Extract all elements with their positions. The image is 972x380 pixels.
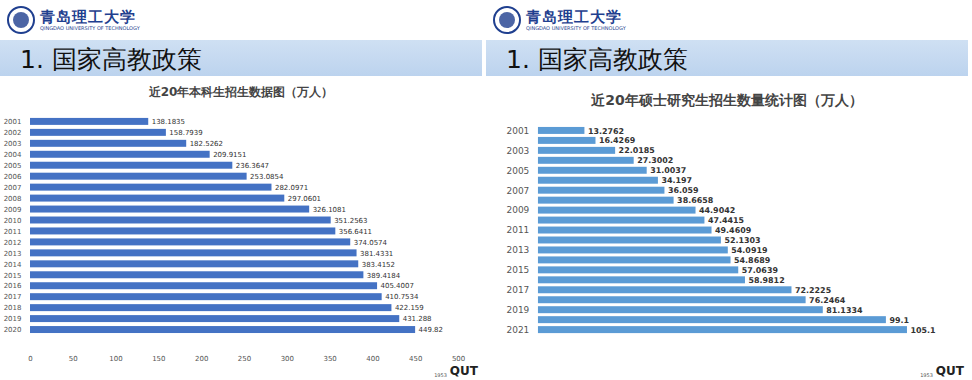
html-text:青岛理工大学: 青岛理工大学 (526, 7, 622, 26)
svg-text:449.82: 449.82 (419, 326, 443, 334)
svg-text:2003: 2003 (4, 140, 22, 148)
svg-text:2013: 2013 (507, 245, 530, 255)
svg-text:36.059: 36.059 (668, 186, 699, 195)
svg-text:54.0919: 54.0919 (731, 246, 768, 255)
svg-text:2008: 2008 (4, 195, 22, 203)
svg-text:2011: 2011 (507, 225, 530, 235)
svg-text:0: 0 (28, 355, 32, 363)
svg-text:2007: 2007 (507, 186, 530, 196)
svg-text:2017: 2017 (4, 293, 22, 301)
svg-text:200: 200 (195, 355, 208, 363)
svg-text:81.1334: 81.1334 (826, 306, 863, 315)
svg-text:450: 450 (409, 355, 422, 363)
svg-text:13.2762: 13.2762 (588, 126, 624, 135)
svg-text:57.0639: 57.0639 (742, 266, 779, 275)
svg-text:405.4007: 405.4007 (381, 282, 414, 290)
svg-text:2002: 2002 (4, 129, 22, 137)
svg-text:300: 300 (281, 355, 294, 363)
svg-text:253.0854: 253.0854 (250, 173, 284, 181)
svg-text:2005: 2005 (4, 162, 22, 170)
svg-text:383.4152: 383.4152 (362, 261, 395, 269)
svg-text:34.197: 34.197 (661, 176, 692, 185)
svg-text:2006: 2006 (4, 173, 22, 181)
svg-text:2021: 2021 (507, 325, 530, 335)
html-text:QINGDAO UNIVERSITY OF TECHNOLO: QINGDAO UNIVERSITY OF TECHNOLOGY (40, 24, 140, 31)
svg-text:2016: 2016 (4, 282, 22, 290)
svg-text:99.1: 99.1 (889, 316, 909, 325)
svg-text:282.0971: 282.0971 (275, 184, 308, 192)
svg-text:138.1835: 138.1835 (152, 118, 185, 126)
svg-text:16.4269: 16.4269 (599, 136, 636, 145)
svg-text:2019: 2019 (507, 305, 530, 315)
svg-text:2020: 2020 (4, 326, 22, 334)
html-text:QINGDAO UNIVERSITY OF TECHNOLO: QINGDAO UNIVERSITY OF TECHNOLOGY (526, 24, 626, 31)
svg-text:22.0185: 22.0185 (619, 146, 655, 155)
html-text:QUT: QUT (935, 364, 964, 378)
svg-text:500: 500 (452, 355, 465, 363)
svg-text:150: 150 (152, 355, 165, 363)
svg-text:72.2225: 72.2225 (795, 286, 831, 295)
svg-text:31.0037: 31.0037 (650, 166, 686, 175)
html-text:近20年本科生招生数据图（万人）: 近20年本科生招生数据图（万人） (148, 85, 334, 99)
svg-text:381.4331: 381.4331 (360, 250, 393, 258)
html-text:1953: 1953 (920, 372, 933, 378)
svg-text:422.159: 422.159 (395, 304, 424, 312)
svg-text:297.0601: 297.0601 (288, 195, 321, 203)
svg-text:400: 400 (366, 355, 379, 363)
svg-text:2007: 2007 (4, 184, 22, 192)
svg-text:182.5262: 182.5262 (190, 140, 223, 148)
html-text:1. 国家高教政策: 1. 国家高教政策 (20, 45, 202, 74)
svg-text:326.1081: 326.1081 (313, 206, 346, 214)
svg-text:58.9812: 58.9812 (748, 276, 784, 285)
svg-text:2015: 2015 (4, 271, 22, 279)
svg-text:250: 250 (238, 355, 251, 363)
svg-text:47.4415: 47.4415 (708, 216, 744, 225)
svg-text:2019: 2019 (4, 315, 22, 323)
svg-text:2004: 2004 (4, 151, 22, 159)
svg-text:2005: 2005 (507, 166, 530, 176)
svg-text:2001: 2001 (507, 126, 530, 136)
svg-text:2010: 2010 (4, 217, 22, 225)
svg-text:49.4609: 49.4609 (715, 226, 752, 235)
svg-text:44.9042: 44.9042 (699, 206, 735, 215)
svg-text:2015: 2015 (507, 265, 530, 275)
svg-text:2014: 2014 (4, 261, 22, 269)
svg-text:100: 100 (109, 355, 122, 363)
svg-text:410.7534: 410.7534 (385, 293, 419, 301)
svg-text:2001: 2001 (4, 118, 22, 126)
svg-text:50: 50 (69, 355, 78, 363)
svg-text:54.8689: 54.8689 (734, 256, 771, 265)
svg-text:431.288: 431.288 (403, 315, 432, 323)
svg-text:52.1303: 52.1303 (724, 236, 760, 245)
html-text:近20年硕士研究生招生数量统计图（万人）: 近20年硕士研究生招生数量统计图（万人） (591, 92, 863, 108)
svg-text:76.2464: 76.2464 (809, 296, 846, 305)
svg-text:38.6658: 38.6658 (677, 196, 714, 205)
svg-text:209.9151: 209.9151 (213, 151, 246, 159)
svg-text:2009: 2009 (507, 205, 530, 215)
svg-text:158.7939: 158.7939 (169, 129, 202, 137)
svg-text:2003: 2003 (507, 146, 530, 156)
svg-text:350: 350 (323, 355, 336, 363)
html-text:1. 国家高教政策: 1. 国家高教政策 (506, 45, 688, 74)
html-text:1953: 1953 (434, 372, 447, 378)
svg-text:374.0574: 374.0574 (354, 239, 388, 247)
svg-text:2017: 2017 (507, 285, 530, 295)
svg-text:389.4184: 389.4184 (367, 271, 401, 279)
html-text:青岛理工大学: 青岛理工大学 (40, 7, 136, 26)
svg-text:351.2563: 351.2563 (334, 217, 367, 225)
svg-text:105.1: 105.1 (910, 326, 935, 335)
svg-text:2018: 2018 (4, 304, 22, 312)
svg-text:356.6411: 356.6411 (339, 228, 372, 236)
svg-text:2012: 2012 (4, 239, 22, 247)
svg-text:236.3647: 236.3647 (236, 162, 269, 170)
svg-text:2009: 2009 (4, 206, 22, 214)
svg-text:27.3002: 27.3002 (637, 156, 673, 165)
svg-text:2011: 2011 (4, 228, 22, 236)
html-text:QUT: QUT (449, 364, 478, 378)
svg-text:2013: 2013 (4, 250, 22, 258)
